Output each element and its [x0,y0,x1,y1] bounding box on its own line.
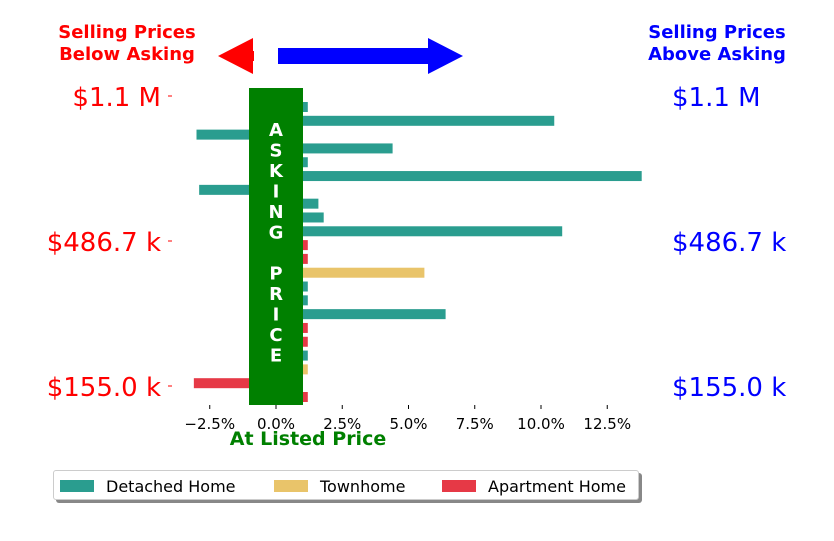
bar-2 [196,129,276,140]
legend-item-townhome: Townhome [274,476,406,496]
asking-letter-8: R [269,284,283,305]
asking-letter-1: S [270,141,283,162]
above-asking-label-line1: Selling Prices [648,22,785,43]
x-tick-label-5: 10.0% [517,415,565,433]
asking-letter-4: N [268,202,283,223]
bar-9 [276,226,563,237]
x-tick-label-4: 7.5% [456,415,494,433]
y-tick-right-2: $155.0 k [672,373,786,403]
asking-letter-0: A [269,120,283,141]
legend-item-detached: Detached Home [60,476,236,496]
bar-1 [276,115,555,126]
bar-3 [276,143,393,154]
bar-12 [276,267,425,278]
asking-letter-10: C [269,325,282,346]
legend-label-apartment: Apartment Home [488,476,626,496]
above-asking-arrow-icon [278,38,463,74]
bar-6 [199,184,276,195]
asking-letter-9: I [273,305,280,326]
y-tick-left-0: $1.1 M [72,83,161,113]
asking-letter-2: K [269,161,284,182]
below-asking-label-line2: Below Asking [59,44,195,65]
asking-price-band [249,88,303,405]
below-asking-label-line1: Selling Prices [58,22,195,43]
x-tick-label-2: 2.5% [323,415,361,433]
y-tick-right-1: $486.7 k [672,228,786,258]
x-axis-label: At Listed Price [230,428,386,450]
x-tick-label-3: 5.0% [389,415,427,433]
legend-item-apartment: Apartment Home [442,476,626,496]
below-asking-arrow-icon [218,38,254,74]
legend-label-detached: Detached Home [106,476,236,496]
x-axis: −2.5% 0.0% 2.5% 5.0% 7.5% 10.0% 12.5% [184,405,631,433]
x-tick-label-0: −2.5% [184,415,235,433]
legend: Detached Home Townhome Apartment Home [53,470,639,500]
y-tick-left-2: $155.0 k [47,373,161,403]
x-tick-label-1: 0.0% [257,415,295,433]
y-tick-left-1: $486.7 k [47,228,161,258]
asking-letter-3: I [273,182,280,203]
y-tick-right-0: $1.1 M [672,83,761,113]
asking-letter-5: G [269,223,284,244]
bar-20 [193,378,276,389]
legend-swatch-apartment [442,480,476,492]
bar-15 [276,309,446,320]
bar-5 [276,171,642,182]
asking-letter-11: E [270,346,282,367]
asking-letter-7: P [269,264,282,285]
legend-swatch-detached [60,480,94,492]
above-asking-label-line2: Above Asking [648,44,786,65]
legend-label-townhome: Townhome [320,476,406,496]
x-tick-label-6: 12.5% [583,415,631,433]
legend-swatch-townhome [274,480,308,492]
